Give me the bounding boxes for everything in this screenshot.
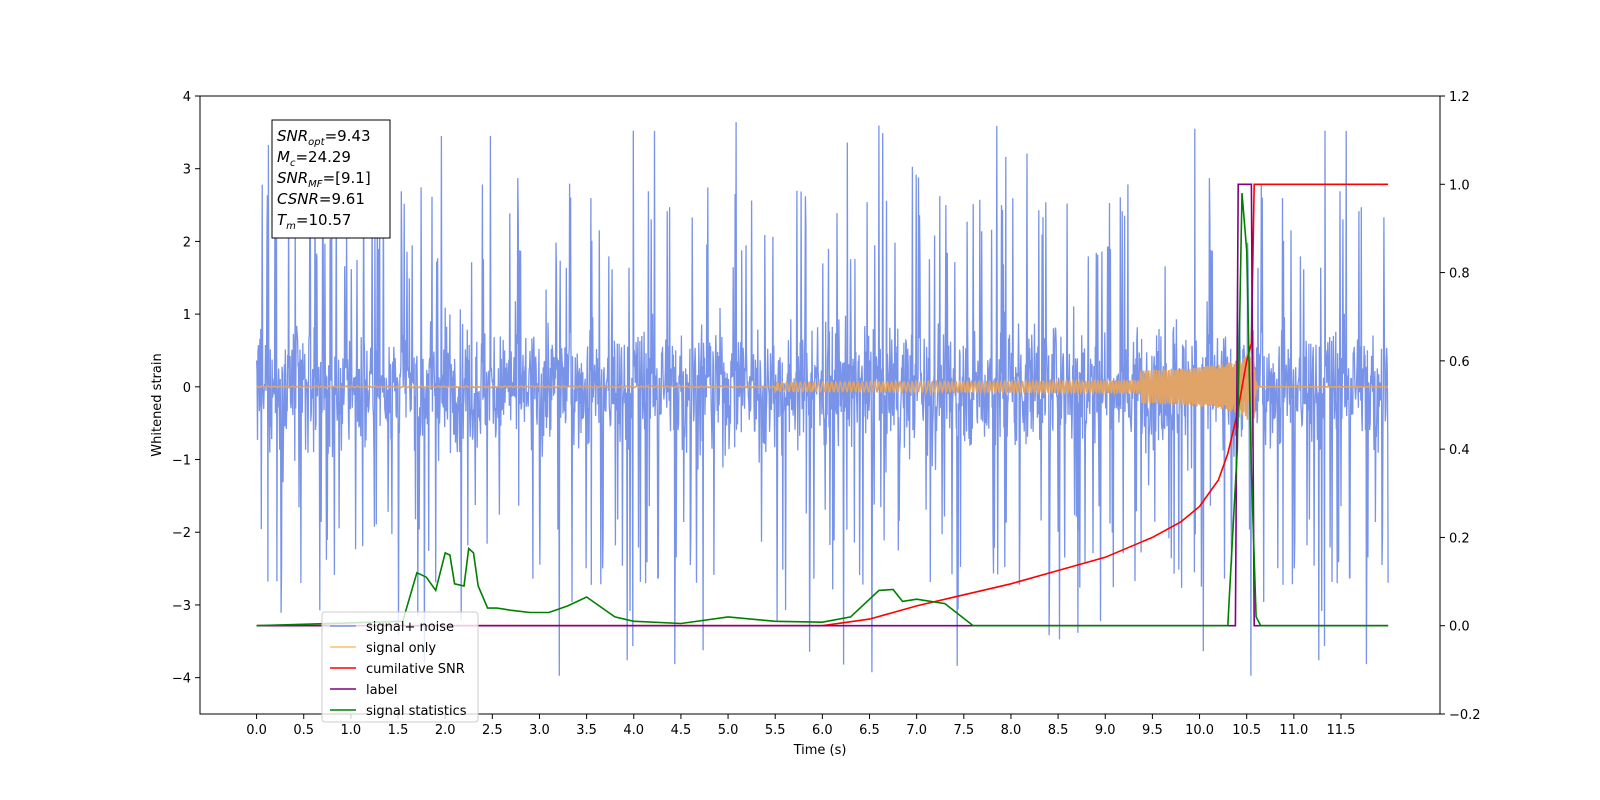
x-tick-label: 2.0 xyxy=(435,723,456,738)
y-axis-left-ticks: 4 3 2 1 0 −1 −2 −3 −4 xyxy=(172,90,200,687)
x-tick-label: 10.0 xyxy=(1185,723,1214,738)
y-tick-label-right: 0.6 xyxy=(1449,355,1470,370)
annotation-line: SNRMF=[9.1] xyxy=(277,169,371,190)
x-tick-label: 1.5 xyxy=(388,723,409,738)
x-tick-label: 5.0 xyxy=(718,723,739,738)
x-tick-label: 3.0 xyxy=(529,723,550,738)
x-tick-label: 11.5 xyxy=(1327,723,1356,738)
y-tick-label-right: 0.4 xyxy=(1449,443,1470,458)
y-tick-label-left: 2 xyxy=(183,235,191,250)
y-axis-label: Whitened strain xyxy=(150,353,165,456)
y-tick-label-right: 0.0 xyxy=(1449,620,1470,635)
x-tick-label: 10.5 xyxy=(1232,723,1261,738)
y-tick-label-left: −4 xyxy=(172,672,191,687)
y-tick-label-left: −2 xyxy=(172,526,191,541)
x-tick-label: 7.5 xyxy=(953,723,974,738)
y-tick-label-left: 3 xyxy=(183,163,191,178)
y-tick-label-right: −0.2 xyxy=(1449,708,1481,723)
x-tick-label: 9.0 xyxy=(1095,723,1116,738)
series-line-signal-only xyxy=(256,330,1389,447)
x-tick-label: 8.5 xyxy=(1048,723,1069,738)
series-layer xyxy=(255,122,1389,676)
y-tick-label-left: 4 xyxy=(183,90,191,105)
x-tick-label: 9.5 xyxy=(1142,723,1163,738)
legend-label: cumilative SNR xyxy=(366,662,465,677)
x-tick-label: 6.5 xyxy=(859,723,880,738)
x-tick-label: 6.0 xyxy=(812,723,833,738)
legend: signal+ noise signal only cumilative SNR la… xyxy=(321,611,479,723)
x-tick-label: 4.5 xyxy=(671,723,692,738)
y-tick-label-left: −3 xyxy=(172,599,191,614)
series-line-signal-statistics xyxy=(256,193,1389,627)
x-tick-label: 0.5 xyxy=(293,723,314,738)
legend-frame xyxy=(321,611,479,723)
y-tick-label-right: 1.0 xyxy=(1449,178,1470,193)
y-tick-label-left: 1 xyxy=(183,308,191,323)
y-tick-label-right: 1.2 xyxy=(1449,90,1470,105)
plot-frame xyxy=(199,95,1441,715)
legend-label: label xyxy=(366,683,397,698)
y-tick-label-right: 0.2 xyxy=(1449,531,1470,546)
x-tick-label: 8.0 xyxy=(1001,723,1022,738)
annotation-line: SNRopt=9.43 xyxy=(277,127,371,148)
series-line-cumilative-snr xyxy=(256,183,1389,627)
annotation-line: CSNR=9.61 xyxy=(277,190,365,208)
annotation-frame xyxy=(271,119,391,239)
legend-label: signal+ noise xyxy=(366,620,454,635)
y-tick-label-left: −1 xyxy=(172,454,191,469)
y-tick-label-left: 0 xyxy=(183,381,191,396)
x-axis-label: Time (s) xyxy=(793,743,847,758)
x-axis-ticks: 0.0 0.5 1.0 1.5 2.0 2.5 3.0 3.5 4.0 4.5 5.0 5.5 6.0 6… xyxy=(246,714,1355,738)
x-tick-label: 7.0 xyxy=(906,723,927,738)
x-tick-label: 11.0 xyxy=(1279,723,1308,738)
annotation-line: Tm=10.57 xyxy=(277,211,351,232)
legend-label: signal statistics xyxy=(366,704,467,719)
x-tick-label: 2.5 xyxy=(482,723,503,738)
legend-label: signal only xyxy=(366,641,436,656)
annotation-line: Mc=24.29 xyxy=(277,148,351,169)
x-tick-label: 3.5 xyxy=(576,723,597,738)
x-tick-label: 0.0 xyxy=(246,723,267,738)
x-tick-label: 1.0 xyxy=(341,723,362,738)
y-tick-label-right: 0.8 xyxy=(1449,267,1470,282)
y-axis-right-ticks: 1.2 1.0 0.8 0.6 0.4 0.2 0.0 −0.2 xyxy=(1440,90,1481,723)
x-tick-label: 4.0 xyxy=(623,723,644,738)
x-tick-label: 5.5 xyxy=(765,723,786,738)
